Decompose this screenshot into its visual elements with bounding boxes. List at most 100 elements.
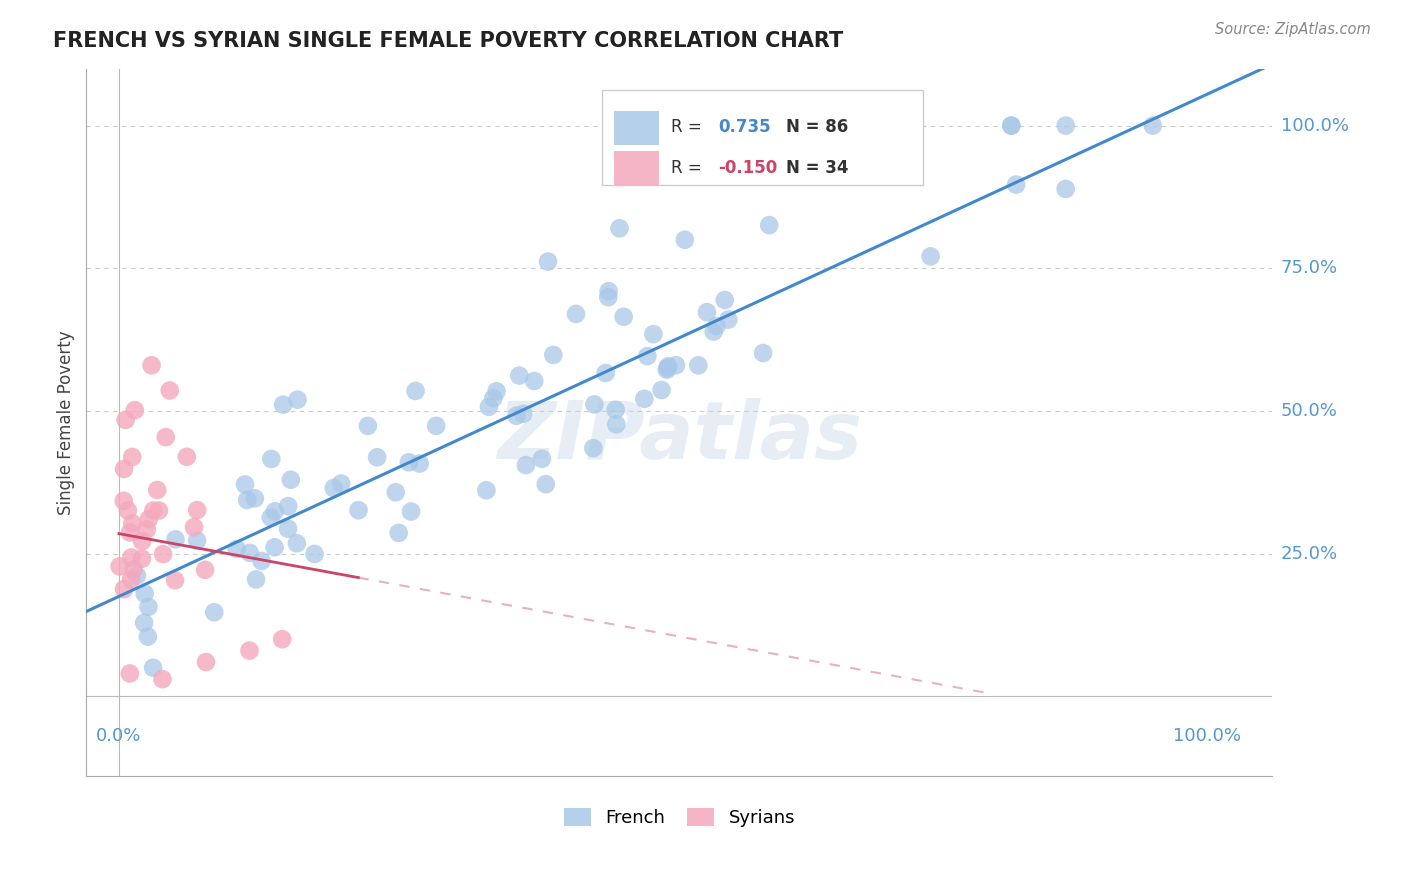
Point	[277, 499, 299, 513]
Point	[673, 233, 696, 247]
Point	[122, 562, 145, 576]
Point	[613, 310, 636, 324]
Point	[633, 392, 655, 406]
Point	[277, 522, 299, 536]
Text: R =: R =	[671, 159, 702, 177]
Point	[609, 221, 631, 235]
Point	[271, 398, 294, 412]
Point	[134, 586, 156, 600]
Point	[138, 599, 160, 614]
Point	[565, 307, 588, 321]
Point	[186, 503, 208, 517]
Text: Source: ZipAtlas.com: Source: ZipAtlas.com	[1215, 22, 1371, 37]
Point	[703, 325, 725, 339]
Point	[183, 520, 205, 534]
Point	[399, 504, 422, 518]
Point	[120, 573, 142, 587]
Point	[1000, 119, 1022, 133]
Point	[138, 512, 160, 526]
Point	[155, 430, 177, 444]
Point	[598, 284, 620, 298]
Text: R =: R =	[671, 119, 702, 136]
Point	[425, 418, 447, 433]
Point	[202, 605, 225, 619]
Point	[366, 450, 388, 465]
Point	[1142, 119, 1164, 133]
Point	[287, 392, 309, 407]
Point	[696, 305, 718, 319]
Point	[225, 541, 247, 556]
Point	[142, 661, 165, 675]
Point	[508, 368, 530, 383]
Point	[112, 493, 135, 508]
Point	[120, 525, 142, 540]
Point	[118, 666, 141, 681]
Point	[583, 397, 606, 411]
Point	[165, 533, 187, 547]
Point	[263, 541, 285, 555]
Point	[398, 455, 420, 469]
Point	[1005, 178, 1028, 192]
Point	[134, 615, 156, 630]
Bar	[614, 111, 659, 145]
Point	[655, 362, 678, 376]
Legend: French, Syrians: French, Syrians	[557, 801, 803, 834]
Point	[121, 516, 143, 531]
Point	[405, 384, 427, 398]
Point	[159, 384, 181, 398]
Point	[243, 491, 266, 506]
Point	[651, 383, 673, 397]
Point	[152, 547, 174, 561]
Point	[752, 346, 775, 360]
Point	[537, 254, 560, 268]
Point	[112, 462, 135, 476]
Point	[124, 403, 146, 417]
Point	[148, 503, 170, 517]
Point	[1000, 119, 1022, 133]
Point	[146, 483, 169, 497]
Point	[238, 643, 260, 657]
Text: 25.0%: 25.0%	[1281, 545, 1339, 563]
Text: -0.150: -0.150	[718, 159, 778, 177]
Point	[260, 452, 283, 467]
Point	[920, 249, 942, 263]
Point	[194, 563, 217, 577]
Point	[530, 451, 553, 466]
Y-axis label: Single Female Poverty: Single Female Poverty	[58, 330, 75, 515]
Point	[595, 366, 617, 380]
Point	[322, 481, 344, 495]
Point	[357, 418, 380, 433]
Text: N = 34: N = 34	[786, 159, 849, 177]
Point	[135, 522, 157, 536]
Point	[534, 477, 557, 491]
Point	[131, 551, 153, 566]
Point	[512, 407, 534, 421]
Point	[1054, 182, 1077, 196]
Point	[245, 573, 267, 587]
Point	[758, 218, 780, 232]
Point	[717, 312, 740, 326]
Point	[598, 290, 620, 304]
Point	[485, 384, 508, 399]
Text: 0.735: 0.735	[718, 119, 770, 136]
Point	[657, 360, 679, 375]
Point	[657, 359, 679, 374]
Point	[713, 293, 735, 307]
Point	[706, 319, 728, 334]
Point	[250, 554, 273, 568]
Bar	[614, 152, 659, 186]
Point	[165, 574, 187, 588]
Point	[152, 672, 174, 686]
Point	[347, 503, 370, 517]
Point	[285, 536, 308, 550]
Point	[304, 547, 326, 561]
Point	[121, 450, 143, 464]
Point	[186, 533, 208, 548]
Point	[195, 655, 218, 669]
Text: 0.0%: 0.0%	[96, 727, 142, 745]
Point	[125, 568, 148, 582]
Point	[643, 327, 665, 342]
Point	[136, 630, 159, 644]
Text: ZIPatlas: ZIPatlas	[496, 398, 862, 475]
Point	[233, 477, 256, 491]
